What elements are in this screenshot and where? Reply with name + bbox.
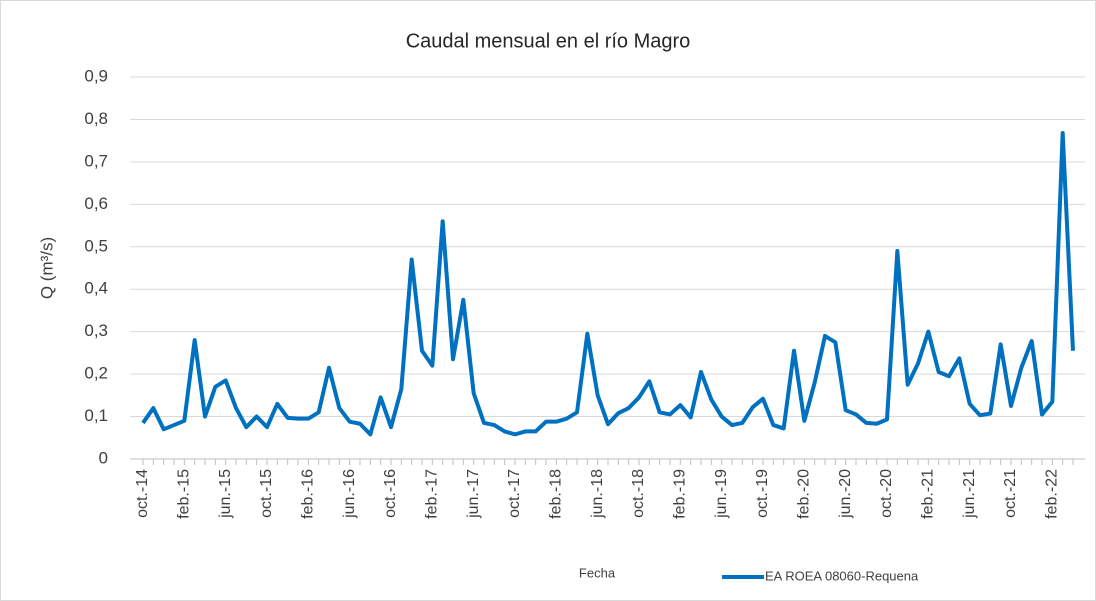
y-tick-label: 0,7 (84, 151, 108, 170)
y-tick-label: 0,3 (84, 321, 108, 340)
x-tick-label: oct.-18 (630, 469, 647, 518)
x-tick-label: jun.-20 (837, 469, 854, 519)
x-tick-label: feb.-19 (672, 469, 689, 519)
x-tick-label: oct.-21 (1002, 469, 1019, 518)
x-tick-label: feb.-16 (300, 469, 317, 519)
x-tick-label: feb.-17 (424, 469, 441, 519)
x-tick-label: jun.-21 (961, 469, 978, 519)
x-tick-label: oct.-20 (878, 469, 895, 518)
x-tick-label: feb.-22 (1044, 469, 1061, 519)
y-tick-label: 0,5 (84, 236, 108, 255)
x-tick-label: oct.-14 (134, 469, 151, 518)
x-axis-label: Fecha (579, 565, 616, 580)
x-tick-label: feb.-15 (176, 469, 193, 519)
x-tick-label: oct.-15 (258, 469, 275, 518)
x-tick-label: jun.-19 (713, 469, 730, 519)
x-tick-label: feb.-18 (548, 469, 565, 519)
x-tick-label: feb.-20 (796, 469, 813, 519)
legend-label: EA ROEA 08060-Requena (765, 568, 919, 583)
y-tick-label: 0,4 (84, 279, 108, 298)
y-tick-label: 0,6 (84, 194, 108, 213)
y-tick-label: 0,9 (84, 66, 108, 85)
x-tick-label: jun.-15 (217, 469, 234, 519)
y-tick-label: 0,1 (84, 406, 108, 425)
line-series (141, 131, 1075, 437)
x-tick-label: jun.-16 (341, 469, 358, 519)
y-tick-label: 0 (99, 448, 108, 467)
x-tick-label: oct.-17 (506, 469, 523, 518)
x-tick-label: jun.-17 (465, 469, 482, 519)
y-tick-label: 0,8 (84, 109, 108, 128)
y-tick-label: 0,2 (84, 364, 108, 383)
x-tick-label: jun.-18 (589, 469, 606, 519)
x-tick-label: feb.-21 (920, 469, 937, 519)
chart-title: Caudal mensual en el río Magro (406, 30, 691, 52)
x-tick-label: oct.-16 (382, 469, 399, 518)
y-axis-label: Q (m³/s) (37, 237, 56, 299)
x-tick-label: oct.-19 (754, 469, 771, 518)
